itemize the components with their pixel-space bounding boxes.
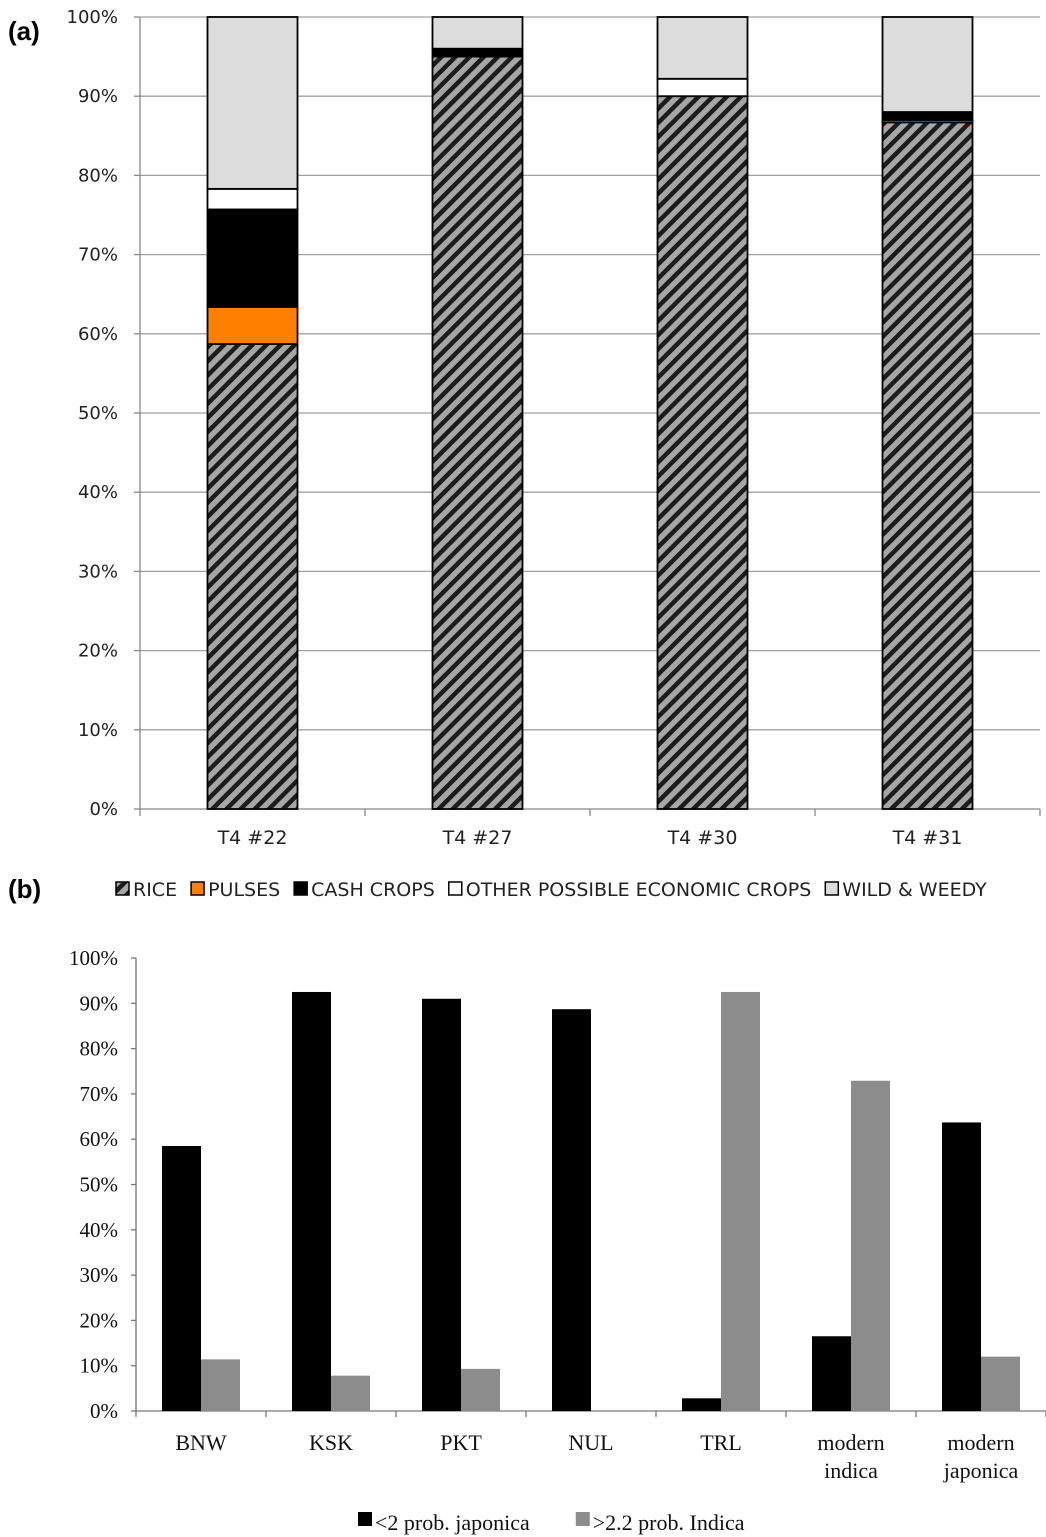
legend-swatch	[293, 881, 308, 896]
bar-segment	[206, 343, 299, 810]
y-tick-label: 100%	[67, 7, 118, 28]
y-tick-label: 60%	[80, 1127, 119, 1151]
x-category-label: japonica	[943, 1458, 1019, 1483]
chart-b: 0% 10% 20% 30% 40% 50% 60% 70% 80% 90% 100% BNW KSK P…	[69, 946, 1046, 1535]
bar-segment	[206, 208, 299, 308]
y-tick-label: 10%	[80, 1354, 119, 1378]
legend-swatch	[115, 881, 130, 896]
x-category-label: BNW	[175, 1430, 227, 1455]
bar	[422, 998, 461, 1411]
y-tick-label: 30%	[78, 561, 118, 582]
x-category-label: KSK	[309, 1430, 353, 1455]
bar	[682, 1398, 721, 1411]
bar	[942, 1122, 981, 1411]
y-tick-label: 10%	[78, 720, 118, 741]
y-tick-label: 90%	[78, 86, 118, 107]
bar-segment	[656, 16, 749, 80]
y-tick-label: 40%	[78, 482, 118, 503]
x-category-label: indica	[824, 1458, 878, 1483]
legend-swatch	[190, 881, 205, 896]
y-tick-label: 80%	[78, 165, 118, 186]
bar-segment	[431, 47, 524, 58]
legend-label: RICE	[133, 879, 177, 901]
legend-label: >2.2 prob. Indica	[593, 1510, 745, 1535]
legend-label: CASH CROPS	[311, 879, 435, 901]
y-tick-label: 90%	[80, 991, 119, 1015]
panel-label-a: (a)	[8, 16, 40, 46]
bar-segment	[656, 77, 749, 98]
bar-segment	[881, 121, 974, 810]
bar	[812, 1336, 851, 1411]
bar-segment	[431, 16, 524, 50]
y-tick-label: 70%	[80, 1082, 119, 1106]
x-category-label: PKT	[440, 1430, 482, 1455]
bar-segment	[656, 95, 749, 810]
bar-segment	[206, 187, 299, 211]
legend-label: WILD & WEEDY	[842, 879, 987, 901]
y-tick-label: 30%	[80, 1263, 119, 1287]
bar-segment	[431, 55, 524, 810]
x-category-label: modern	[947, 1430, 1014, 1455]
bar	[201, 1359, 240, 1411]
x-category-label: T4 #27	[442, 827, 513, 849]
legend-swatch	[575, 1512, 590, 1526]
y-tick-label: 20%	[80, 1308, 119, 1332]
bar	[721, 991, 760, 1411]
bar-segment	[881, 16, 974, 113]
bar	[331, 1375, 370, 1411]
x-category-label: T4 #30	[667, 827, 738, 849]
x-category-label: NUL	[568, 1430, 613, 1455]
y-tick-label: 50%	[78, 403, 118, 424]
bar	[851, 1080, 890, 1411]
x-category-label: T4 #22	[217, 827, 288, 849]
legend-swatch	[824, 881, 840, 896]
bar-segment	[881, 111, 974, 121]
x-category-label: T4 #31	[892, 827, 963, 849]
y-tick-label: 100%	[69, 946, 118, 970]
y-tick-label: 40%	[80, 1218, 119, 1242]
y-tick-label: 50%	[80, 1173, 119, 1197]
bar-segment	[206, 16, 299, 190]
legend-b: <2 prob. japonica >2.2 prob. Indica	[358, 1510, 745, 1535]
bar	[461, 1368, 500, 1411]
legend-swatch	[448, 881, 463, 896]
x-category-label: modern	[817, 1430, 884, 1455]
bar	[981, 1356, 1020, 1411]
y-tick-label: 20%	[78, 641, 118, 662]
chart-a: 0% 10% 20% 30% 40% 50% 60% 70% 80% 90% 100% T4 #22 T…	[67, 7, 1041, 901]
legend-swatch	[358, 1512, 372, 1526]
bar	[162, 1145, 201, 1411]
y-tick-label: 70%	[78, 245, 118, 266]
legend-label: OTHER POSSIBLE ECONOMIC CROPS	[466, 879, 812, 901]
y-tick-label: 0%	[89, 799, 118, 820]
y-tick-label: 80%	[80, 1037, 119, 1061]
legend-a: RICE PULSES CASH CROPS OTHER POSSIBLE ECONO…	[115, 879, 987, 901]
x-category-label: TRL	[700, 1430, 742, 1455]
panel-label-b: (b)	[8, 874, 41, 904]
bar-segment	[206, 305, 299, 345]
legend-label: <2 prob. japonica	[375, 1510, 530, 1535]
legend-label: PULSES	[208, 879, 280, 901]
y-tick-label: 60%	[78, 324, 118, 345]
y-tick-label: 0%	[90, 1399, 118, 1423]
bar	[552, 1009, 591, 1411]
bar	[292, 991, 331, 1411]
